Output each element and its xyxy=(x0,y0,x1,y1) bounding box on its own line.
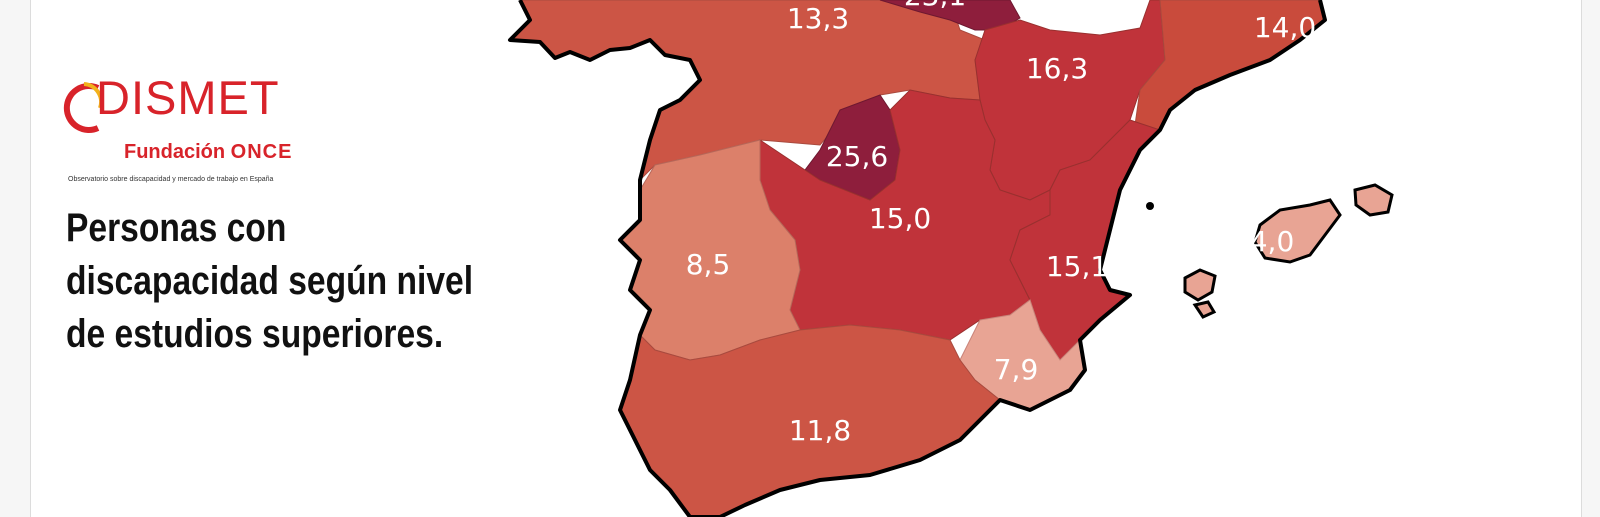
island-formentera xyxy=(1192,300,1217,319)
logo-subtitle-prefix: Fundación xyxy=(124,141,231,163)
value-madrid: 25,6 xyxy=(826,140,888,173)
island-columbretes xyxy=(1146,202,1154,210)
value-castilla-y-leon: 13,3 xyxy=(787,2,849,35)
value-extremadura: 8,5 xyxy=(686,248,731,281)
map-title: Personas con discapacidad según nivel de… xyxy=(66,206,474,356)
value-castilla-la-mancha: 15,0 xyxy=(869,202,931,235)
value-cataluna: 14,0 xyxy=(1254,11,1316,44)
island-mallorca xyxy=(1253,198,1342,264)
value-illes-balears: 4,0 xyxy=(1250,225,1295,258)
logo-name: DISMET xyxy=(96,71,280,124)
island-menorca xyxy=(1353,183,1394,217)
ring-logo-icon xyxy=(63,82,102,133)
value-murcia: 7,9 xyxy=(994,353,1039,386)
dismet-logo: DISMET Fundación ONCE Observatorio sobre… xyxy=(62,74,382,190)
value-comunitat-valenciana: 15,1 xyxy=(1046,250,1108,283)
value-aragon: 16,3 xyxy=(1026,52,1088,85)
logo-subtitle-brand: ONCE xyxy=(230,141,293,163)
value-andalucia: 11,8 xyxy=(789,414,851,447)
logo-tagline: Observatorio sobre discapacidad y mercad… xyxy=(68,176,274,183)
island-ibiza xyxy=(1183,268,1217,302)
logo-subtitle: Fundación ONCE xyxy=(124,141,292,164)
value-la-rioja: 23,1 xyxy=(904,0,966,12)
coastline xyxy=(508,0,1327,517)
